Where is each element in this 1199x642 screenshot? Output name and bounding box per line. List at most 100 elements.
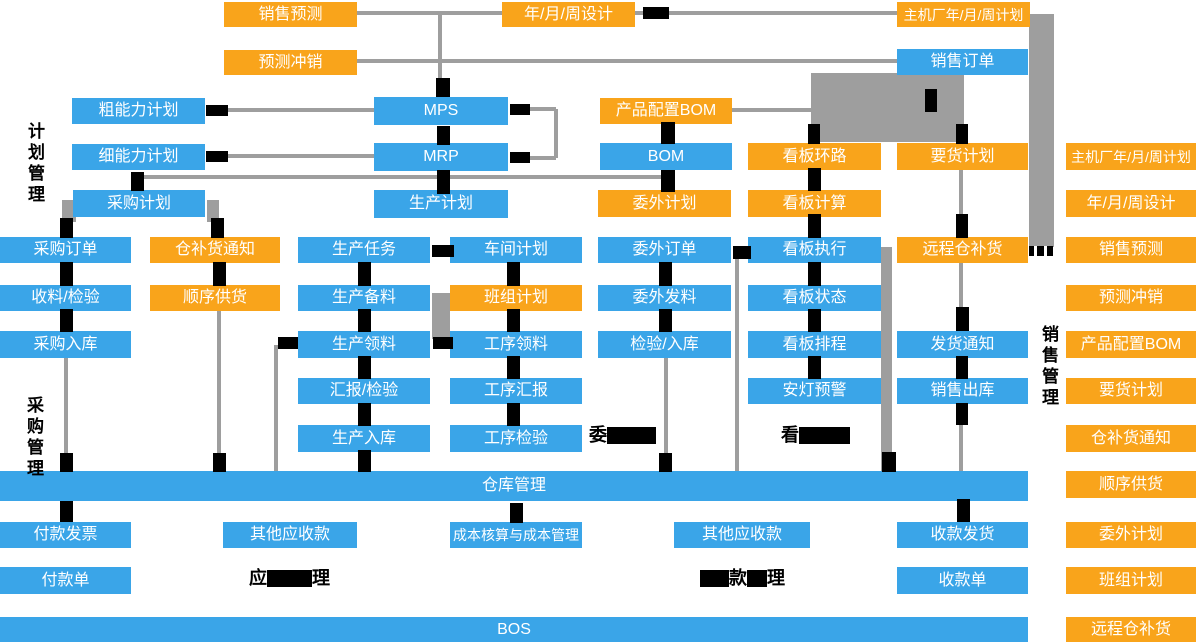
connector-mark <box>510 503 523 523</box>
node-ymw-design-right: 年/月/周设计 <box>1066 190 1196 217</box>
node-receipt-slip: 收款单 <box>897 567 1028 594</box>
node-team-plan: 班组计划 <box>450 285 582 311</box>
connector-mark <box>60 218 73 238</box>
node-process-material-issue: 工序领料 <box>450 331 582 358</box>
connector-mark <box>808 356 821 379</box>
connector-bar <box>1029 14 1054 247</box>
label-fragment: 委 <box>589 425 607 445</box>
purchase-management-label: 采购管理 <box>24 396 43 480</box>
connector-bar <box>62 200 76 222</box>
node-kanban-calc: 看板计算 <box>748 190 881 217</box>
node-mps: MPS <box>374 97 508 125</box>
connector-mark <box>956 356 968 379</box>
plan-management-label: 计划管理 <box>25 122 44 206</box>
node-bom: BOM <box>600 143 732 170</box>
connector-bar <box>432 293 450 339</box>
node-purchase-inbound: 采购入库 <box>0 331 131 358</box>
connector-mark <box>510 104 530 115</box>
node-outsourcing-plan-right: 委外计划 <box>1066 522 1196 548</box>
node-ymw-design-top: 年/月/周设计 <box>502 2 635 27</box>
label-fragment: 理 <box>312 568 330 588</box>
connector-mark <box>60 262 73 286</box>
label-fragment: 应 <box>249 568 267 588</box>
connector-mark <box>507 309 520 332</box>
node-process-inspection: 工序检验 <box>450 425 582 452</box>
node-fine-capacity-plan: 细能力计划 <box>72 144 205 170</box>
connector-mark <box>213 262 226 286</box>
kanban-management-label: 看 <box>781 426 850 444</box>
node-kanban-execute: 看板执行 <box>748 237 881 263</box>
node-team-plan-right: 班组计划 <box>1066 567 1196 594</box>
label-fragment: 看 <box>781 425 799 445</box>
connector-mark <box>211 218 224 238</box>
node-production-task: 生产任务 <box>298 237 430 263</box>
node-oem-ymw-plan-top: 主机厂年/月/周计划 <box>897 2 1030 27</box>
connector-mark <box>436 78 450 97</box>
node-production-inbound: 生产入库 <box>298 425 430 452</box>
connector-mark <box>510 152 530 163</box>
connector-mark <box>437 126 450 145</box>
connector-mark <box>507 262 520 286</box>
node-other-receivables-2: 其他应收款 <box>674 522 810 548</box>
node-delivery-request-plan: 要货计划 <box>897 143 1028 170</box>
connector-mark <box>956 307 969 331</box>
connector-mark <box>60 501 73 522</box>
node-sales-outbound: 销售出库 <box>897 378 1028 404</box>
node-bos-bar: BOS <box>0 617 1028 642</box>
node-payment-slip: 付款单 <box>0 567 131 594</box>
node-workshop-plan: 车间计划 <box>450 237 582 263</box>
node-payment-invoice: 付款发票 <box>0 522 131 548</box>
receivable-management-label: 款理 <box>700 569 785 587</box>
node-cost-accounting: 成本核算与成本管理 <box>450 522 582 548</box>
node-outsourcing-material-issue: 委外发料 <box>598 285 731 311</box>
connector-mark <box>808 124 820 144</box>
node-sales-forecast-right: 销售预测 <box>1066 237 1196 263</box>
connector-mark <box>733 246 751 259</box>
connector-mark <box>358 262 371 286</box>
node-remote-wh-replenish: 远程仓补货 <box>897 237 1028 263</box>
connector-mark <box>437 170 450 194</box>
connector-mark <box>433 337 453 349</box>
node-sequence-supply: 顺序供货 <box>150 285 280 311</box>
connector-mark <box>358 403 371 426</box>
redaction-bar <box>607 426 656 444</box>
node-wh-replenish-notice: 仓补货通知 <box>150 237 280 263</box>
node-rough-capacity-plan: 粗能力计划 <box>72 98 205 124</box>
connector-mark <box>206 105 228 116</box>
connector-mark <box>808 214 821 238</box>
outsourcing-management-label: 委 <box>589 426 656 444</box>
connector-mark <box>659 453 672 472</box>
connector-mark <box>131 172 144 191</box>
node-outsourcing-order: 委外订单 <box>598 237 731 263</box>
connector-mark <box>659 309 672 332</box>
node-wh-replenish-notice-right: 仓补货通知 <box>1066 425 1196 452</box>
connector-mark <box>808 309 821 332</box>
connector-mark <box>661 122 675 144</box>
node-other-receivables-1: 其他应收款 <box>223 522 357 548</box>
node-sales-order: 销售订单 <box>897 49 1028 75</box>
gray-panel <box>811 73 964 142</box>
node-sequence-supply-right: 顺序供货 <box>1066 471 1196 498</box>
connector-bar <box>207 200 219 222</box>
node-receipt-delivery: 收款发货 <box>897 522 1028 548</box>
node-oem-ymw-plan-right: 主机厂年/月/周计划 <box>1066 143 1196 170</box>
connector-mark <box>206 151 228 162</box>
connector-mark <box>808 168 821 191</box>
node-purchase-order: 采购订单 <box>0 237 131 263</box>
node-remote-wh-replenish-right: 远程仓补货 <box>1066 617 1196 642</box>
node-process-report: 工序汇报 <box>450 378 582 404</box>
node-kanban-schedule: 看板排程 <box>748 331 881 358</box>
connector-mark <box>956 214 968 238</box>
connector-mark <box>956 124 968 144</box>
node-outsourcing-plan: 委外计划 <box>598 190 731 217</box>
node-delivery-request-plan-right: 要货计划 <box>1066 378 1196 404</box>
node-delivery-notice: 发货通知 <box>897 331 1028 358</box>
node-purchase-plan: 采购计划 <box>73 190 205 217</box>
connector-mark <box>213 453 226 472</box>
connector-mark <box>956 403 968 425</box>
node-product-config-bom: 产品配置BOM <box>600 98 732 124</box>
connector-mark <box>925 89 937 112</box>
payable-management-label: 应理 <box>249 569 330 587</box>
connector-mark <box>60 309 73 332</box>
connector-mark <box>882 452 896 472</box>
